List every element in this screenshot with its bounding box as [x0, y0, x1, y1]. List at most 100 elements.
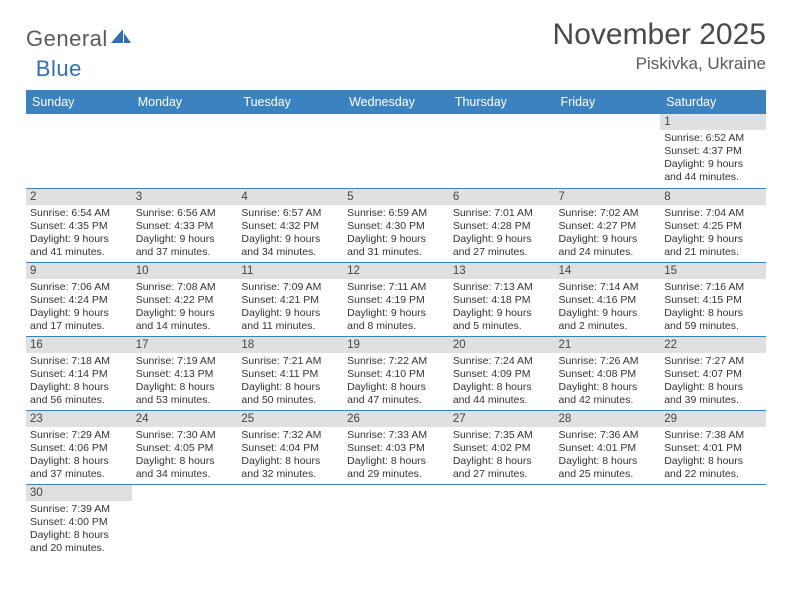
- sunset-text: Sunset: 4:37 PM: [664, 145, 762, 158]
- weekday-header: Saturday: [660, 90, 766, 114]
- calendar-table: SundayMondayTuesdayWednesdayThursdayFrid…: [26, 90, 766, 558]
- calendar-day-cell: 1Sunrise: 6:52 AMSunset: 4:37 PMDaylight…: [660, 114, 766, 188]
- day-number: 14: [555, 263, 661, 279]
- sunset-text: Sunset: 4:32 PM: [241, 220, 339, 233]
- day-details: Sunrise: 6:56 AMSunset: 4:33 PMDaylight:…: [132, 205, 238, 262]
- day-details: Sunrise: 7:13 AMSunset: 4:18 PMDaylight:…: [449, 279, 555, 336]
- day-details: Sunrise: 7:21 AMSunset: 4:11 PMDaylight:…: [237, 353, 343, 410]
- daylight-text: Daylight: 8 hours and 42 minutes.: [559, 381, 657, 407]
- calendar-week-row: 1Sunrise: 6:52 AMSunset: 4:37 PMDaylight…: [26, 114, 766, 188]
- sunset-text: Sunset: 4:01 PM: [664, 442, 762, 455]
- calendar-day-cell: 19Sunrise: 7:22 AMSunset: 4:10 PMDayligh…: [343, 336, 449, 410]
- sunset-text: Sunset: 4:33 PM: [136, 220, 234, 233]
- calendar-empty-cell: [343, 114, 449, 188]
- daylight-text: Daylight: 8 hours and 50 minutes.: [241, 381, 339, 407]
- day-details: Sunrise: 7:09 AMSunset: 4:21 PMDaylight:…: [237, 279, 343, 336]
- sunset-text: Sunset: 4:06 PM: [30, 442, 128, 455]
- day-number: 29: [660, 411, 766, 427]
- day-details: Sunrise: 7:33 AMSunset: 4:03 PMDaylight:…: [343, 427, 449, 484]
- day-number: 12: [343, 263, 449, 279]
- sunrise-text: Sunrise: 7:22 AM: [347, 355, 445, 368]
- daylight-text: Daylight: 8 hours and 39 minutes.: [664, 381, 762, 407]
- calendar-empty-cell: [660, 484, 766, 558]
- day-details: Sunrise: 7:39 AMSunset: 4:00 PMDaylight:…: [26, 501, 132, 558]
- day-details: Sunrise: 6:59 AMSunset: 4:30 PMDaylight:…: [343, 205, 449, 262]
- logo-text-blue: Blue: [36, 56, 82, 82]
- sunrise-text: Sunrise: 7:39 AM: [30, 503, 128, 516]
- day-details: Sunrise: 7:22 AMSunset: 4:10 PMDaylight:…: [343, 353, 449, 410]
- calendar-empty-cell: [449, 114, 555, 188]
- day-number: 7: [555, 189, 661, 205]
- sunrise-text: Sunrise: 7:18 AM: [30, 355, 128, 368]
- day-number: 11: [237, 263, 343, 279]
- day-number: 23: [26, 411, 132, 427]
- weekday-header: Wednesday: [343, 90, 449, 114]
- sunrise-text: Sunrise: 7:36 AM: [559, 429, 657, 442]
- calendar-empty-cell: [555, 114, 661, 188]
- sunset-text: Sunset: 4:24 PM: [30, 294, 128, 307]
- day-details: Sunrise: 7:18 AMSunset: 4:14 PMDaylight:…: [26, 353, 132, 410]
- calendar-empty-cell: [26, 114, 132, 188]
- calendar-day-cell: 6Sunrise: 7:01 AMSunset: 4:28 PMDaylight…: [449, 188, 555, 262]
- calendar-day-cell: 3Sunrise: 6:56 AMSunset: 4:33 PMDaylight…: [132, 188, 238, 262]
- sunset-text: Sunset: 4:09 PM: [453, 368, 551, 381]
- day-number: 16: [26, 337, 132, 353]
- calendar-empty-cell: [449, 484, 555, 558]
- sunset-text: Sunset: 4:11 PM: [241, 368, 339, 381]
- calendar-day-cell: 20Sunrise: 7:24 AMSunset: 4:09 PMDayligh…: [449, 336, 555, 410]
- day-number: 30: [26, 485, 132, 501]
- weekday-header: Sunday: [26, 90, 132, 114]
- day-number: 27: [449, 411, 555, 427]
- day-number: 1: [660, 114, 766, 130]
- sunset-text: Sunset: 4:27 PM: [559, 220, 657, 233]
- calendar-day-cell: 9Sunrise: 7:06 AMSunset: 4:24 PMDaylight…: [26, 262, 132, 336]
- calendar-week-row: 2Sunrise: 6:54 AMSunset: 4:35 PMDaylight…: [26, 188, 766, 262]
- day-number: 4: [237, 189, 343, 205]
- calendar-week-row: 30Sunrise: 7:39 AMSunset: 4:00 PMDayligh…: [26, 484, 766, 558]
- calendar-day-cell: 13Sunrise: 7:13 AMSunset: 4:18 PMDayligh…: [449, 262, 555, 336]
- day-number: 24: [132, 411, 238, 427]
- weekday-header: Tuesday: [237, 90, 343, 114]
- sunrise-text: Sunrise: 7:11 AM: [347, 281, 445, 294]
- sunset-text: Sunset: 4:14 PM: [30, 368, 128, 381]
- sunrise-text: Sunrise: 7:13 AM: [453, 281, 551, 294]
- daylight-text: Daylight: 9 hours and 24 minutes.: [559, 233, 657, 259]
- logo-sail-icon: [110, 28, 132, 51]
- daylight-text: Daylight: 8 hours and 29 minutes.: [347, 455, 445, 481]
- day-details: Sunrise: 7:27 AMSunset: 4:07 PMDaylight:…: [660, 353, 766, 410]
- sunrise-text: Sunrise: 7:38 AM: [664, 429, 762, 442]
- day-details: Sunrise: 7:24 AMSunset: 4:09 PMDaylight:…: [449, 353, 555, 410]
- daylight-text: Daylight: 9 hours and 14 minutes.: [136, 307, 234, 333]
- calendar-day-cell: 2Sunrise: 6:54 AMSunset: 4:35 PMDaylight…: [26, 188, 132, 262]
- sunset-text: Sunset: 4:18 PM: [453, 294, 551, 307]
- daylight-text: Daylight: 8 hours and 44 minutes.: [453, 381, 551, 407]
- month-title: November 2025: [553, 18, 766, 52]
- sunset-text: Sunset: 4:15 PM: [664, 294, 762, 307]
- day-number: 6: [449, 189, 555, 205]
- day-number: 15: [660, 263, 766, 279]
- calendar-day-cell: 8Sunrise: 7:04 AMSunset: 4:25 PMDaylight…: [660, 188, 766, 262]
- sunrise-text: Sunrise: 7:32 AM: [241, 429, 339, 442]
- calendar-day-cell: 4Sunrise: 6:57 AMSunset: 4:32 PMDaylight…: [237, 188, 343, 262]
- day-details: Sunrise: 6:57 AMSunset: 4:32 PMDaylight:…: [237, 205, 343, 262]
- sunset-text: Sunset: 4:00 PM: [30, 516, 128, 529]
- sunrise-text: Sunrise: 6:56 AM: [136, 207, 234, 220]
- day-details: Sunrise: 7:16 AMSunset: 4:15 PMDaylight:…: [660, 279, 766, 336]
- sunset-text: Sunset: 4:02 PM: [453, 442, 551, 455]
- sunrise-text: Sunrise: 7:08 AM: [136, 281, 234, 294]
- daylight-text: Daylight: 8 hours and 37 minutes.: [30, 455, 128, 481]
- calendar-day-cell: 30Sunrise: 7:39 AMSunset: 4:00 PMDayligh…: [26, 484, 132, 558]
- day-details: Sunrise: 7:11 AMSunset: 4:19 PMDaylight:…: [343, 279, 449, 336]
- daylight-text: Daylight: 8 hours and 27 minutes.: [453, 455, 551, 481]
- daylight-text: Daylight: 8 hours and 25 minutes.: [559, 455, 657, 481]
- sunset-text: Sunset: 4:35 PM: [30, 220, 128, 233]
- day-number: 18: [237, 337, 343, 353]
- daylight-text: Daylight: 9 hours and 37 minutes.: [136, 233, 234, 259]
- daylight-text: Daylight: 8 hours and 53 minutes.: [136, 381, 234, 407]
- day-details: Sunrise: 7:08 AMSunset: 4:22 PMDaylight:…: [132, 279, 238, 336]
- sunrise-text: Sunrise: 7:19 AM: [136, 355, 234, 368]
- calendar-week-row: 9Sunrise: 7:06 AMSunset: 4:24 PMDaylight…: [26, 262, 766, 336]
- calendar-day-cell: 27Sunrise: 7:35 AMSunset: 4:02 PMDayligh…: [449, 410, 555, 484]
- calendar-day-cell: 24Sunrise: 7:30 AMSunset: 4:05 PMDayligh…: [132, 410, 238, 484]
- day-details: Sunrise: 7:01 AMSunset: 4:28 PMDaylight:…: [449, 205, 555, 262]
